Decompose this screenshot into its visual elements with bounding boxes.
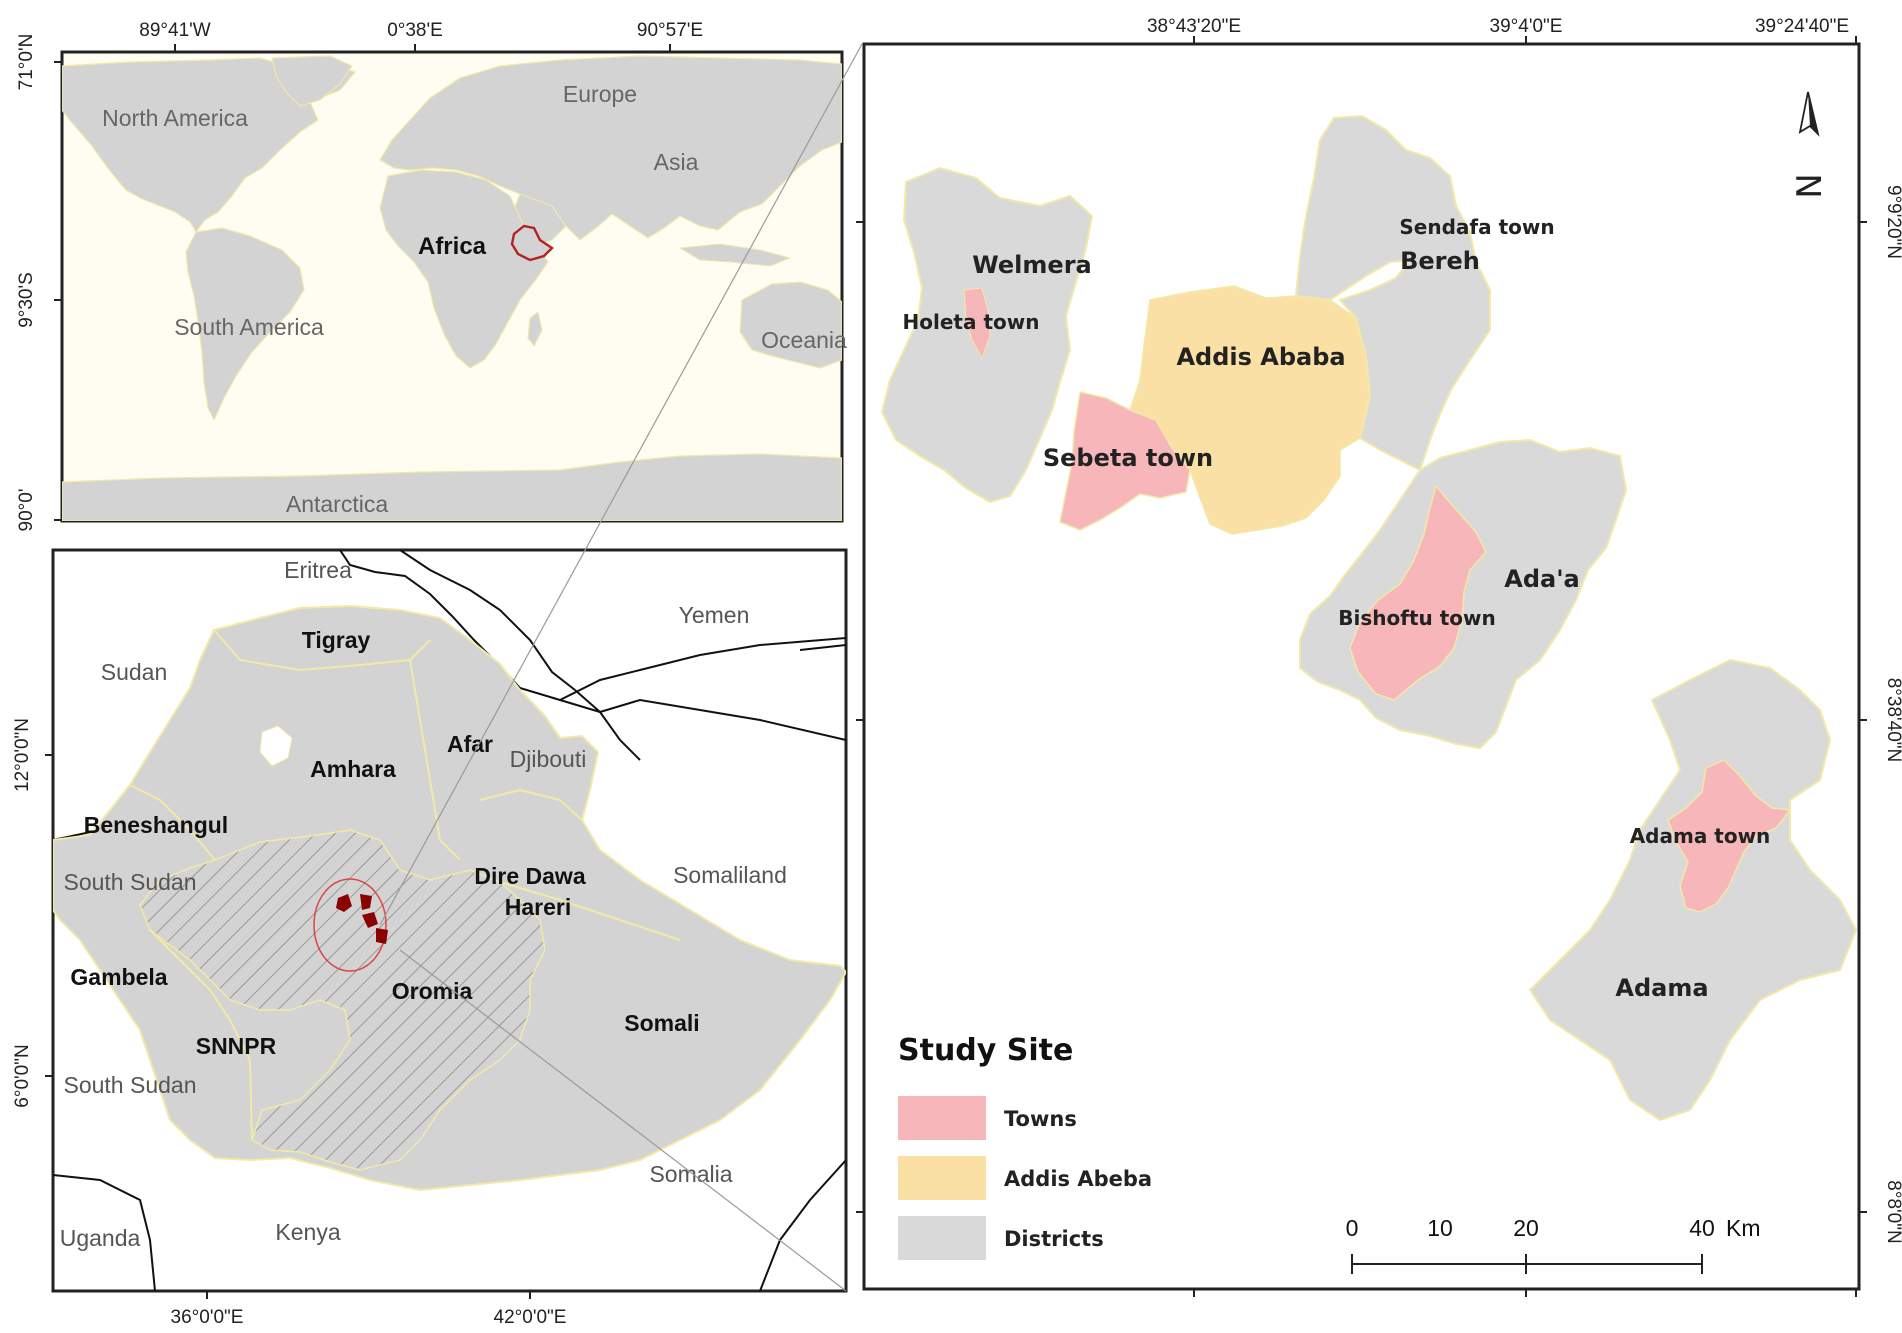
study-site-map: Welmera Bereh Addis Ababa Ada'a Adama Ho…	[856, 16, 1902, 1297]
scale-label-20: 20	[1513, 1215, 1539, 1241]
scale-label-10: 10	[1427, 1215, 1453, 1241]
north-arrow-icon: N	[1790, 91, 1830, 199]
legend-swatch-addis	[898, 1156, 986, 1200]
label-europe: Europe	[563, 81, 637, 107]
eth-left-tick-2: 6°0'0"N	[12, 1044, 33, 1107]
label-south-sudan-1: South Sudan	[63, 869, 196, 895]
label-hareri: Hareri	[505, 894, 571, 920]
bishoftu-town	[1349, 484, 1487, 701]
world-left-tick-1: 71°0'N	[16, 34, 37, 91]
label-snnpr: SNNPR	[196, 1033, 277, 1059]
site-top-tick-2: 39°4'0"E	[1490, 16, 1563, 37]
label-somaliland: Somaliland	[673, 862, 787, 888]
label-bishoftu-town: Bishoftu town	[1338, 606, 1495, 630]
label-gambela: Gambela	[70, 964, 167, 990]
site-right-tick-2: 8°38'40"N	[1883, 678, 1902, 763]
label-oceania: Oceania	[761, 327, 847, 353]
label-adama: Adama	[1615, 974, 1708, 1002]
site-right-tick-3: 8°8'0"N	[1883, 1180, 1902, 1243]
legend-title: Study Site	[898, 1033, 1073, 1068]
lake-tana	[259, 725, 293, 767]
world-top-tick-2: 0°38'E	[387, 20, 443, 41]
label-uganda: Uganda	[60, 1225, 141, 1251]
label-south-sudan-2: South Sudan	[63, 1072, 196, 1098]
north-arrow-label: N	[1790, 173, 1830, 198]
label-addis-ababa: Addis Ababa	[1176, 343, 1345, 371]
label-sendafa-town: Sendafa town	[1399, 215, 1554, 239]
label-kenya: Kenya	[275, 1219, 340, 1245]
study-area-towns-marker	[336, 894, 388, 944]
region-boundaries	[129, 629, 681, 1141]
eth-left-tick-1: 12°0'0"N	[12, 718, 33, 792]
africa-landmass	[379, 169, 549, 369]
antarctica-landmass	[62, 453, 842, 521]
label-eritrea: Eritrea	[284, 557, 352, 583]
eth-bottom-tick-1: 36°0'0"E	[171, 1307, 244, 1328]
legend: Study Site Towns Addis Abeba Districts	[898, 1033, 1152, 1260]
scale-label-40: 40	[1689, 1215, 1715, 1241]
oromia-region-hatched	[139, 829, 546, 1171]
study-area-circle	[313, 878, 387, 972]
site-top-tick-1: 38°43'20"E	[1147, 16, 1241, 37]
world-inset-map: North America Europe Asia Africa South A…	[16, 20, 847, 531]
world-top-tick-3: 90°57'E	[637, 20, 703, 41]
legend-label-addis: Addis Abeba	[1004, 1167, 1152, 1191]
madagascar-landmass	[527, 310, 543, 348]
eth-bottom-tick-2: 42°0'0"E	[494, 1307, 567, 1328]
label-adama-town: Adama town	[1630, 824, 1771, 848]
world-left-tick-3: 90°0'	[16, 489, 37, 532]
label-south-america: South America	[174, 314, 324, 340]
scale-unit: Km	[1726, 1215, 1761, 1241]
scale-bar: 0 10 20 40 Km	[1346, 1215, 1761, 1274]
label-afar: Afar	[447, 731, 493, 757]
indonesia-landmass	[678, 243, 792, 267]
label-antarctica: Antarctica	[286, 491, 388, 517]
greenland-landmass	[271, 55, 353, 107]
label-asia: Asia	[654, 149, 699, 175]
label-welmera: Welmera	[972, 251, 1091, 279]
label-sudan: Sudan	[101, 659, 168, 685]
label-somali: Somali	[624, 1010, 699, 1036]
label-djibouti: Djibouti	[510, 746, 587, 772]
inset-connector-lines	[379, 43, 863, 1292]
legend-label-districts: Districts	[1004, 1227, 1104, 1251]
eurasia-landmass	[379, 55, 842, 241]
legend-swatch-districts	[898, 1216, 986, 1260]
label-yemen: Yemen	[679, 602, 750, 628]
ethiopia-inset-map: Eritrea Yemen Sudan Djibouti Somaliland …	[12, 548, 848, 1328]
label-dire-dawa: Dire Dawa	[474, 863, 585, 889]
ethiopia-outline-highlight	[510, 224, 554, 262]
south-america-landmass	[185, 227, 305, 422]
scale-label-0: 0	[1346, 1215, 1359, 1241]
world-landmasses	[62, 55, 842, 521]
label-bereh: Bereh	[1400, 247, 1480, 275]
label-tigray: Tigray	[302, 627, 371, 653]
label-oromia: Oromia	[392, 978, 473, 1004]
site-right-tick-1: 9°9'20"N	[1883, 185, 1902, 259]
bereh-district	[1294, 114, 1491, 472]
world-top-tick-1: 89°41'W	[139, 20, 210, 41]
label-somalia: Somalia	[649, 1161, 732, 1187]
holeta-town	[963, 287, 991, 360]
label-sebeta-town: Sebeta town	[1043, 444, 1213, 472]
label-holeta-town: Holeta town	[903, 310, 1040, 334]
label-beneshangul: Beneshangul	[84, 812, 228, 838]
world-left-tick-2: 9°30'S	[16, 272, 37, 328]
label-amhara: Amhara	[310, 756, 396, 782]
label-adaa: Ada'a	[1504, 565, 1580, 593]
legend-label-towns: Towns	[1004, 1107, 1077, 1131]
legend-swatch-towns	[898, 1096, 986, 1140]
label-africa: Africa	[418, 233, 487, 260]
australia-landmass	[739, 281, 842, 369]
adama-town	[1667, 759, 1792, 913]
label-north-america: North America	[102, 105, 248, 131]
site-top-tick-3: 39°24'40"E	[1755, 16, 1849, 37]
